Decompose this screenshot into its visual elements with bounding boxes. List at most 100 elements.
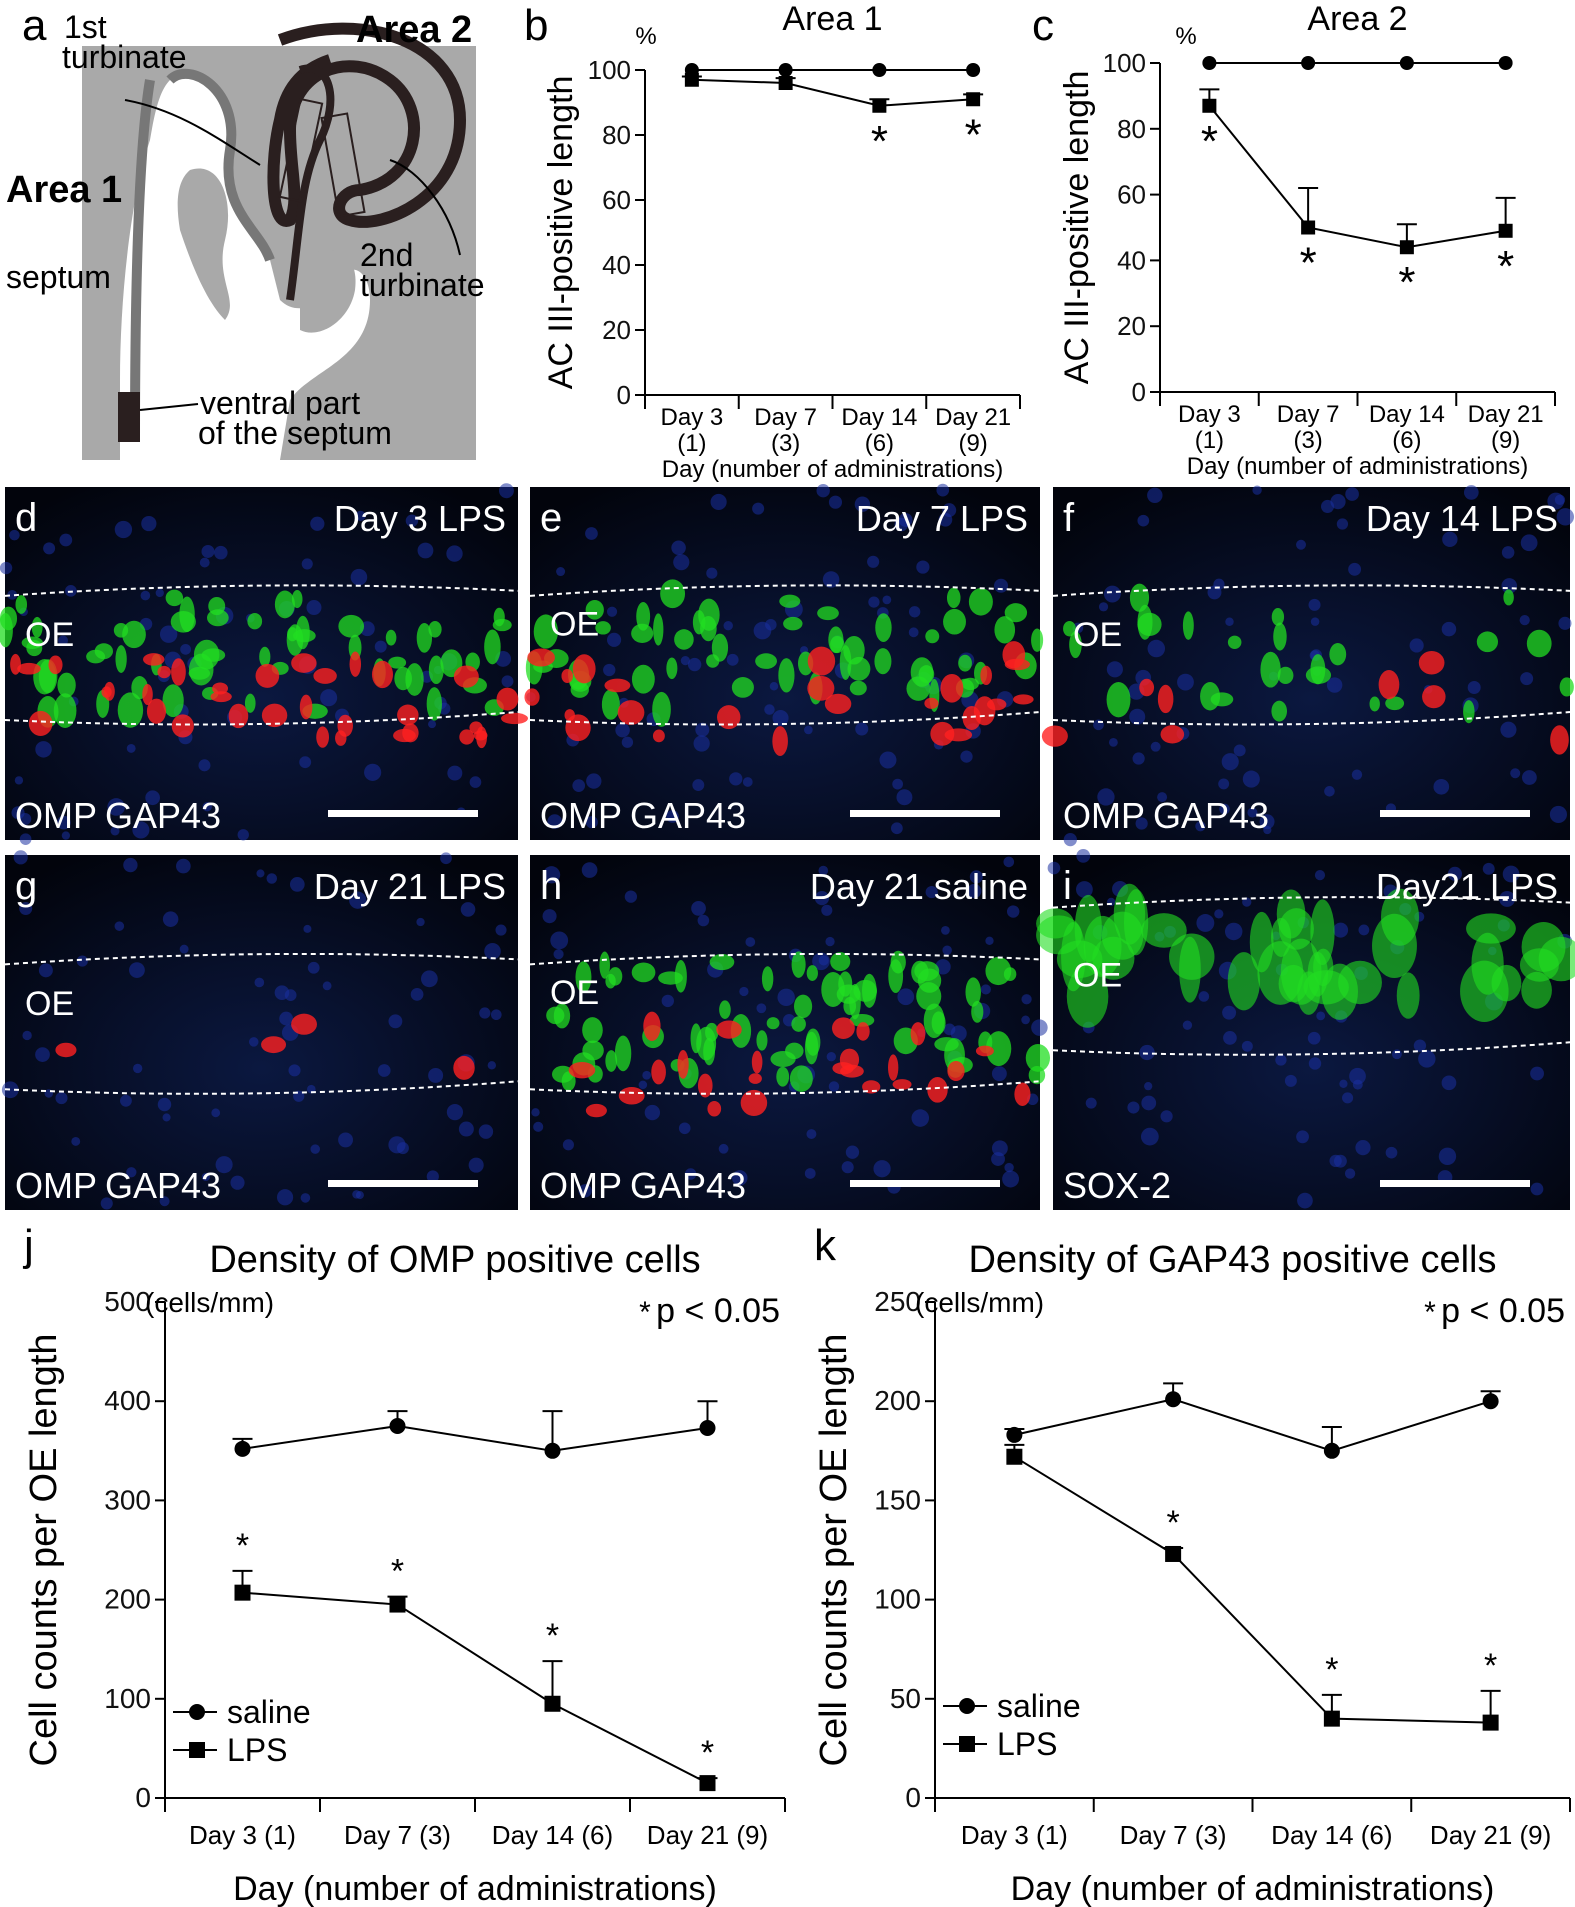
nucleus-dot (969, 870, 983, 884)
data-point-LPS (1498, 223, 1513, 238)
omp-cell (170, 610, 196, 633)
sox2-cell (1491, 964, 1522, 1002)
y-tick-label: 100 (104, 1683, 151, 1714)
omp-cell (830, 635, 845, 654)
nucleus-dot (1442, 531, 1458, 547)
series-line-LPS (691, 78, 974, 107)
nucleus-dot (1195, 821, 1206, 832)
nucleus-dot (828, 495, 843, 509)
nucleus-dot (1150, 741, 1161, 752)
nucleus-dot (13, 850, 28, 865)
nucleus-dot (804, 1168, 816, 1179)
x-tick-sublabel: (3) (1293, 427, 1322, 454)
data-point-saline (544, 1442, 561, 1459)
scale-bar (1380, 1180, 1530, 1187)
nucleus-dot (1308, 1057, 1322, 1070)
sox2-cell (1396, 972, 1420, 1019)
gap43-cell (824, 693, 852, 714)
gap43-cell (604, 678, 631, 693)
nucleus-dot (1314, 870, 1326, 881)
panel-letter-e: e (540, 496, 562, 540)
nucleus-dot (916, 560, 930, 574)
nucleus-dot (1413, 1039, 1427, 1052)
scale-bar (328, 810, 478, 817)
panel-letter-a: a (22, 1, 47, 50)
nucleus-dot (274, 985, 290, 1000)
nucleus-dot (1177, 673, 1194, 691)
nucleus-dot (300, 1193, 311, 1203)
omp-cell (115, 645, 127, 673)
y-axis-label: AC III-positive length (1058, 71, 1096, 385)
significance-asterisk: * (1398, 258, 1415, 307)
nucleus-dot (941, 925, 950, 935)
nucleus-dot (1221, 753, 1239, 771)
x-tick-label: Day 21 (1468, 401, 1544, 428)
omp-cell (631, 664, 655, 694)
nucleus-dot (320, 689, 338, 707)
data-point-saline (1323, 1442, 1340, 1459)
panel-letter-j: j (22, 1221, 34, 1270)
micrograph-title: Day 7 LPS (856, 498, 1028, 539)
panel-letter-k: k (814, 1221, 837, 1270)
pnote-asterisk: * (1424, 1296, 1436, 1329)
sox2-cell (1179, 936, 1201, 1003)
nucleus-dot (825, 936, 835, 947)
data-point-LPS (966, 92, 981, 107)
nucleus-dot (925, 885, 938, 899)
nucleus-dot (132, 821, 150, 839)
nucleus-dot (531, 1108, 540, 1117)
significance-asterisk: * (546, 1617, 559, 1655)
nucleus-dot (396, 1142, 409, 1155)
nucleus-dot (606, 606, 618, 617)
omp-cell (756, 1030, 768, 1051)
y-unit-label: % (1175, 23, 1196, 50)
nucleus-dot (306, 600, 322, 616)
oe-label: OE (550, 974, 599, 1012)
nucleus-dot (1441, 1075, 1457, 1091)
x-tick-label: Day 14 (6) (1271, 1820, 1392, 1850)
gap43-cell (453, 1055, 475, 1080)
y-unit-label: (cells/mm) (145, 1287, 274, 1318)
label-ventral: ventral part (200, 385, 360, 421)
nucleus-dot (586, 773, 602, 789)
omp-cell (1271, 700, 1288, 722)
nucleus-dot (458, 1121, 474, 1137)
nucleus-dot (35, 741, 52, 758)
data-point-saline (1301, 56, 1316, 70)
omp-cell (875, 613, 892, 642)
nucleus-dot (542, 909, 557, 924)
nucleus-dot (769, 682, 779, 691)
x-tick-label: Day 14 (841, 404, 917, 431)
omp-cell (1063, 620, 1076, 637)
x-tick-label: Day 14 (1369, 401, 1445, 428)
gap43-cell (299, 694, 313, 720)
data-point-saline (699, 1419, 716, 1436)
y-tick-label: 250 (874, 1286, 921, 1317)
nucleus-dot (745, 937, 756, 947)
nucleus-dot (1418, 1050, 1436, 1068)
nucleus-dot (55, 1092, 68, 1105)
nucleus-dot (1252, 485, 1262, 495)
nucleus-dot (43, 542, 56, 555)
series-line-saline (242, 1424, 708, 1452)
nucleus-dot (603, 663, 616, 677)
omp-cell (533, 614, 558, 649)
nucleus-dot (967, 883, 982, 899)
gap43-cell (291, 653, 317, 673)
nucleus-dot (1207, 585, 1222, 600)
sox2-cell (1249, 911, 1274, 973)
nucleus-dot (1530, 1066, 1544, 1081)
omp-cell (428, 655, 444, 685)
significance-asterisk: * (1325, 1651, 1338, 1689)
gap43-cell (313, 668, 337, 684)
y-tick-label: 20 (602, 315, 631, 345)
label-2nd: 2nd (360, 237, 413, 273)
nucleus-dot (1129, 708, 1146, 725)
nucleus-dot (1351, 769, 1363, 780)
nucleus-dot (1275, 1054, 1287, 1066)
data-point-LPS (699, 1775, 716, 1792)
omp-cell (122, 620, 146, 649)
nucleus-dot (417, 542, 434, 559)
nucleus-dot (1076, 848, 1091, 863)
gap43-cell (459, 729, 475, 745)
